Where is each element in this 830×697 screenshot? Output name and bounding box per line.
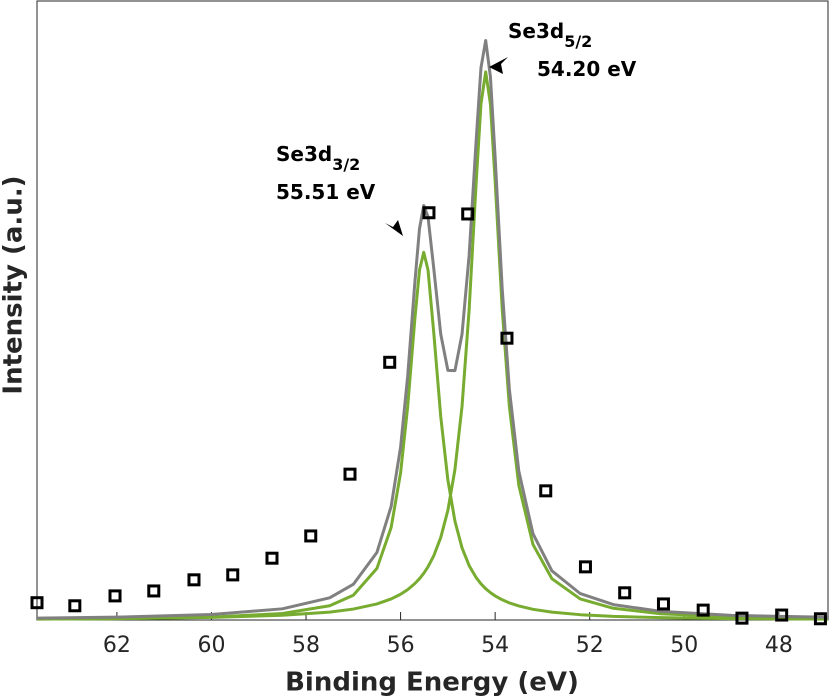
data-point (656, 597, 670, 611)
annotation: Se3d3/2 (276, 142, 360, 174)
data-point (383, 355, 397, 369)
arrowhead (385, 220, 403, 236)
data-point (578, 560, 592, 574)
x-tick-label: 54 (481, 633, 509, 658)
x-tick-label: 62 (103, 633, 131, 658)
x-tick-label: 58 (292, 633, 320, 658)
data-point (461, 207, 475, 221)
annotation-subscript: 3/2 (332, 155, 360, 174)
y-axis-label: Intensity (a.u.) (0, 175, 29, 394)
x-tick-label: 52 (576, 633, 604, 658)
annotation-label: 55.51 eV (276, 180, 376, 204)
x-axis-label: Binding Energy (eV) (285, 668, 579, 697)
data-point (187, 573, 201, 587)
data-point (813, 612, 827, 626)
data-point (735, 611, 749, 625)
x-tick-label: 50 (670, 633, 698, 658)
data-point (343, 467, 357, 481)
arrowhead (489, 57, 508, 74)
annotation-text: Se3d (508, 19, 564, 43)
curve (36, 250, 829, 621)
data-point (539, 484, 553, 498)
data-point (30, 596, 44, 610)
curve (36, 39, 829, 620)
data-point (68, 599, 82, 613)
plot-area: 62 60 58 56 54 52 50 48 (30, 39, 829, 658)
data-point (147, 584, 161, 598)
x-tick-label: 60 (197, 633, 225, 658)
data-point (775, 608, 789, 622)
curve (36, 70, 829, 621)
x-tick-label: 48 (765, 633, 793, 658)
x-tick-label: 56 (387, 633, 415, 658)
data-point (422, 206, 436, 220)
data-point (618, 586, 632, 600)
data-point (108, 589, 122, 603)
annotation-subscript: 5/2 (564, 32, 592, 51)
annotation-text: Se3d (276, 142, 332, 166)
data-point (265, 551, 279, 565)
data-point (500, 331, 514, 345)
data-point (226, 568, 240, 582)
data-point (696, 603, 710, 617)
data-point (304, 529, 318, 543)
annotation: Se3d5/2 (508, 19, 592, 51)
plot-frame (36, 0, 829, 621)
annotation-label: 54.20 eV (537, 57, 637, 81)
